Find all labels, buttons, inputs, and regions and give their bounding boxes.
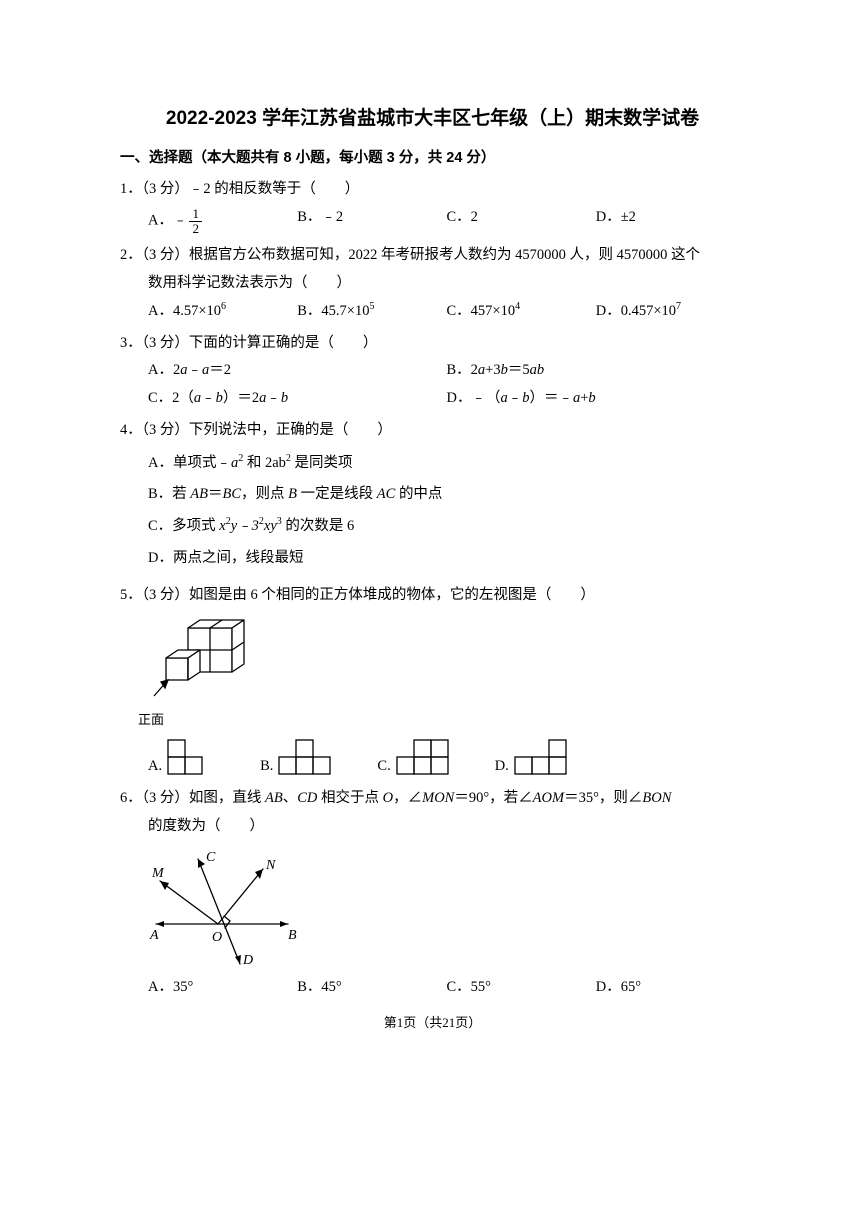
label-C: C bbox=[206, 850, 216, 865]
q3-row2: C．2（a﹣b）＝2a﹣b D．﹣（a﹣b）＝﹣a+b bbox=[120, 388, 745, 410]
q2-stem-1: 2．（3 分）根据官方公布数据可知，2022 年考研报考人数约为 4570000… bbox=[120, 245, 745, 267]
question-6: 6．（3 分）如图，直线 AB、CD 相交于点 O，∠MON＝90°，若∠AOM… bbox=[120, 788, 745, 999]
q1-opt-c: C．2 bbox=[447, 207, 596, 235]
q2-opt-a: A．4.57×106 bbox=[148, 301, 297, 323]
q2-options: A．4.57×106 B．45.7×105 C．457×104 D．0.457×… bbox=[120, 301, 745, 323]
label-O: O bbox=[212, 930, 222, 945]
label-N: N bbox=[265, 858, 276, 873]
q3-stem: 3．（3 分）下面的计算正确的是（ ） bbox=[120, 333, 745, 355]
q2-opt-c: C．457×104 bbox=[447, 301, 596, 323]
question-3: 3．（3 分）下面的计算正确的是（ ） A．2a﹣a＝2 B．2a+3b＝5ab… bbox=[120, 333, 745, 410]
q5-opt-d: D. bbox=[495, 738, 573, 778]
q3-opt-d: D．﹣（a﹣b）＝﹣a+b bbox=[447, 388, 746, 410]
q3-opt-b: B．2a+3b＝5ab bbox=[447, 360, 746, 382]
q6-figure: M C N A O B D bbox=[138, 849, 308, 969]
q5-opt-c: C. bbox=[377, 738, 454, 778]
q5-options: A. B. C. bbox=[120, 738, 745, 778]
question-2: 2．（3 分）根据官方公布数据可知，2022 年考研报考人数约为 4570000… bbox=[120, 245, 745, 322]
q5-opt-b: B. bbox=[260, 738, 337, 778]
q4-opt-c: C．多项式 x2y﹣32xy3 的次数是 6 bbox=[148, 516, 745, 538]
q1-opt-a: A．﹣12 bbox=[148, 207, 297, 235]
q6-opt-c: C．55° bbox=[447, 977, 596, 999]
question-1: 1．（3 分）﹣2 的相反数等于（ ） A．﹣12 B．﹣2 C．2 D．±2 bbox=[120, 179, 745, 235]
q2-stem-2: 数用科学记数法表示为（ ） bbox=[120, 273, 745, 295]
page-title: 2022-2023 学年江苏省盐城市大丰区七年级（上）期末数学试卷 bbox=[120, 105, 745, 134]
q4-options: A．单项式﹣a2 和 2ab2 是同类项 B．若 AB＝BC，则点 B 一定是线… bbox=[120, 448, 745, 575]
q3-opt-a: A．2a﹣a＝2 bbox=[148, 360, 447, 382]
q6-opt-b: B．45° bbox=[297, 977, 446, 999]
q6-opt-d: D．65° bbox=[596, 977, 745, 999]
q1-stem: 1．（3 分）﹣2 的相反数等于（ ） bbox=[120, 179, 745, 201]
q4-opt-b: B．若 AB＝BC，则点 B 一定是线段 AC 的中点 bbox=[148, 484, 745, 506]
page-footer: 第1页（共21页） bbox=[120, 1013, 745, 1033]
section-header: 一、选择题（本大题共有 8 小题，每小题 3 分，共 24 分） bbox=[120, 148, 745, 170]
label-A: A bbox=[149, 928, 159, 943]
q4-stem: 4．（3 分）下列说法中，正确的是（ ） bbox=[120, 420, 745, 442]
label-D: D bbox=[242, 953, 253, 968]
q1-opt-d: D．±2 bbox=[596, 207, 745, 235]
label-B: B bbox=[288, 928, 297, 943]
q2-opt-d: D．0.457×107 bbox=[596, 301, 745, 323]
q5-front-label: 正面 bbox=[138, 710, 745, 730]
label-M: M bbox=[151, 866, 165, 881]
q6-stem-2: 的度数为（ ） bbox=[120, 816, 745, 838]
question-4: 4．（3 分）下列说法中，正确的是（ ） A．单项式﹣a2 和 2ab2 是同类… bbox=[120, 420, 745, 575]
q6-stem-1: 6．（3 分）如图，直线 AB、CD 相交于点 O，∠MON＝90°，若∠AOM… bbox=[120, 788, 745, 810]
q4-opt-a: A．单项式﹣a2 和 2ab2 是同类项 bbox=[148, 453, 745, 475]
q3-row1: A．2a﹣a＝2 B．2a+3b＝5ab bbox=[120, 360, 745, 382]
q1-options: A．﹣12 B．﹣2 C．2 D．±2 bbox=[120, 207, 745, 235]
q6-opt-a: A．35° bbox=[148, 977, 297, 999]
q3-opt-c: C．2（a﹣b）＝2a﹣b bbox=[148, 388, 447, 410]
q6-options: A．35° B．45° C．55° D．65° bbox=[120, 977, 745, 999]
q5-stem: 5．（3 分）如图是由 6 个相同的正方体堆成的物体，它的左视图是（ ） bbox=[120, 585, 745, 607]
q5-opt-a: A. bbox=[148, 738, 220, 778]
question-5: 5．（3 分）如图是由 6 个相同的正方体堆成的物体，它的左视图是（ ） bbox=[120, 585, 745, 778]
q5-solid-figure bbox=[138, 618, 258, 708]
q2-opt-b: B．45.7×105 bbox=[297, 301, 446, 323]
q1-opt-b: B．﹣2 bbox=[297, 207, 446, 235]
q4-opt-d: D．两点之间，线段最短 bbox=[148, 548, 745, 570]
